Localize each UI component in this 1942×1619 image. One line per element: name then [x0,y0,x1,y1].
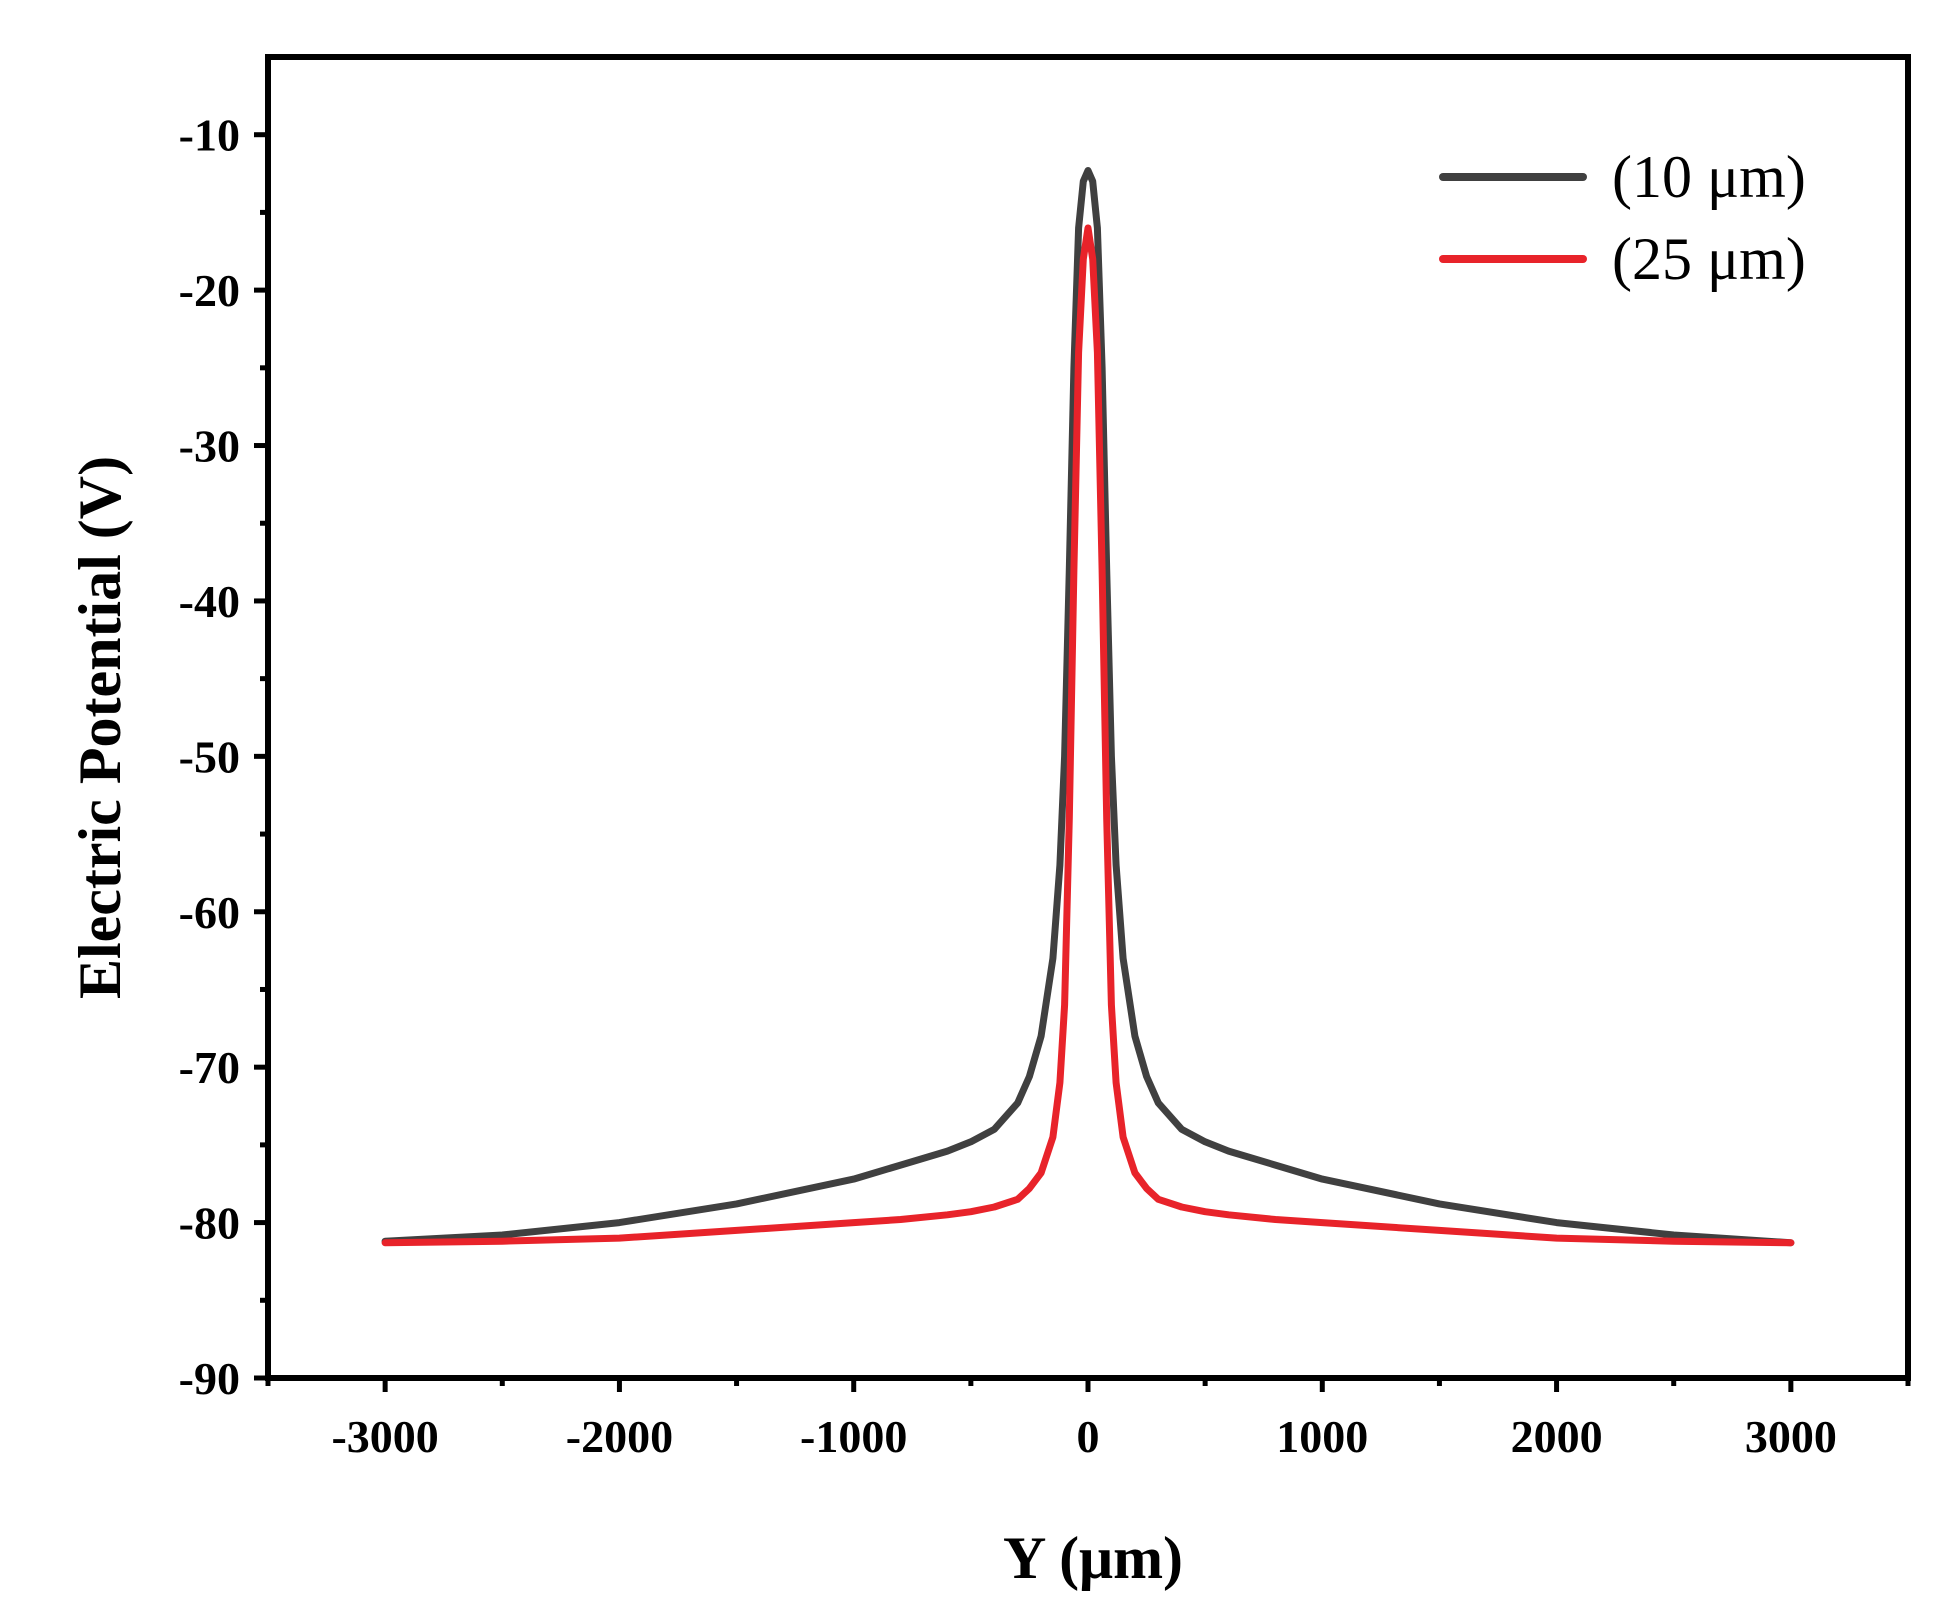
x-tick-label: -3000 [331,1411,438,1462]
series-line-1 [381,167,1795,1247]
legend-label-1: (10 μm) [1612,144,1806,210]
x-tick-label: 3000 [1745,1411,1837,1462]
y-axis-title: Electric Potential (V) [67,456,133,999]
x-axis-title: Y (μm) [1003,1525,1183,1591]
y-tick-label: -50 [179,731,240,782]
x-tick-label: -1000 [800,1411,907,1462]
x-tick-label: 0 [1077,1411,1100,1462]
y-tick-label: -20 [179,265,240,316]
y-tick-label: -30 [179,421,240,472]
x-tick-label: -2000 [566,1411,673,1462]
x-tick-label: 2000 [1511,1411,1603,1462]
legend: (10 μm) (25 μm) [1439,144,1806,292]
x-axis-ticks: -3000 -2000 -1000 0 1000 2000 3000 [265,1378,1911,1462]
y-tick-label: -80 [179,1198,240,1249]
y-tick-label: -70 [179,1042,240,1093]
x-tick-label: 1000 [1276,1411,1368,1462]
y-tick-label: -60 [179,887,240,938]
y-axis-ticks: -90 -80 -70 -60 -50 -40 -30 -20 -10 [179,110,268,1404]
legend-label-2: (25 μm) [1612,226,1806,292]
y-tick-label: -10 [179,110,240,161]
y-tick-label: -40 [179,576,240,627]
series-lines [381,167,1795,1247]
y-tick-label: -90 [179,1353,240,1404]
series-line-2 [381,224,1795,1247]
